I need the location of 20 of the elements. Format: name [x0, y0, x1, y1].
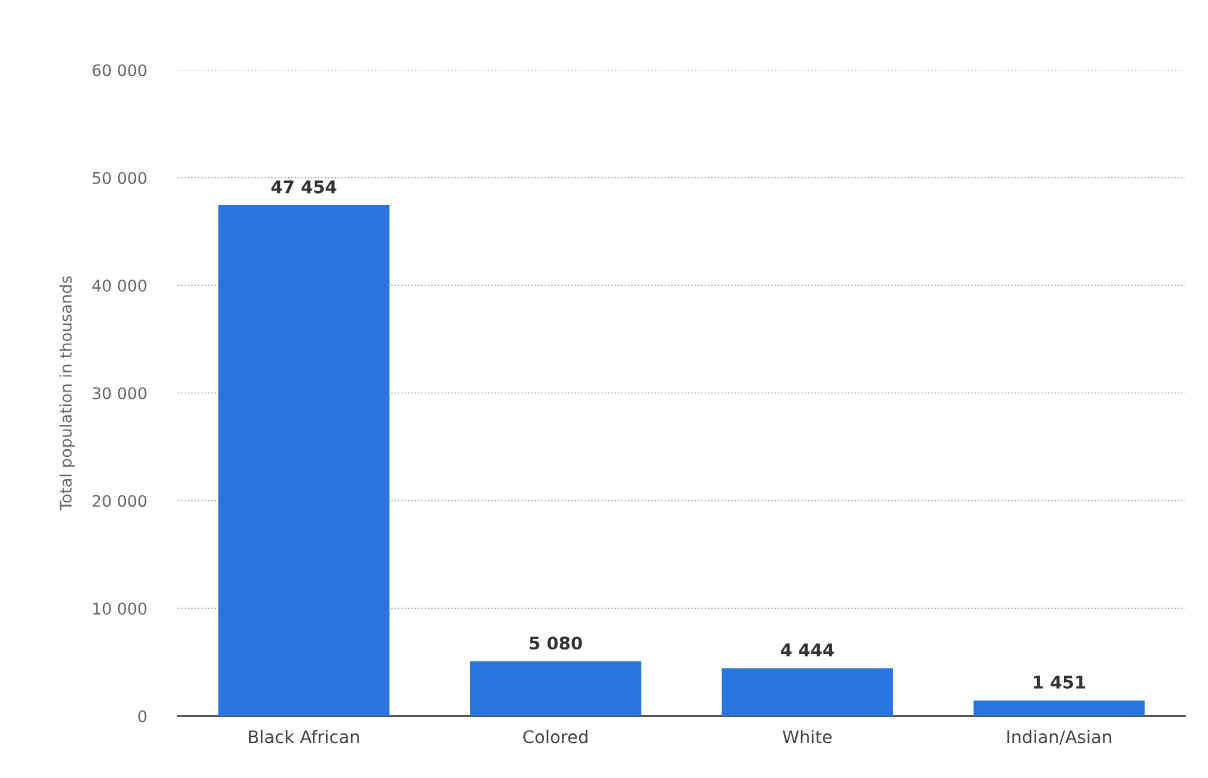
bar — [973, 700, 1145, 716]
y-tick-label: 0 — [138, 710, 147, 723]
y-tick-label: 30 000 — [92, 387, 147, 400]
data-label: 4 444 — [780, 643, 834, 657]
x-tick-label: Colored — [523, 729, 588, 744]
data-label: 5 080 — [529, 636, 582, 650]
x-tick-label: White — [782, 729, 832, 744]
y-tick-label: 20 000 — [92, 494, 147, 507]
bar — [721, 668, 893, 716]
y-tick-label: 60 000 — [92, 64, 147, 77]
x-tick-label: Black African — [249, 729, 359, 744]
y-tick-label: 10 000 — [93, 602, 147, 615]
bar — [218, 205, 390, 716]
x-tick-label: Indian/Asian — [1007, 729, 1112, 745]
data-label: 1 451 — [1033, 675, 1086, 689]
y-axis-title: Total population in thousands — [59, 276, 75, 511]
data-label: 47 454 — [271, 180, 337, 194]
bar — [470, 661, 642, 716]
y-tick-label: 50 000 — [92, 171, 147, 184]
y-tick-label: 40 000 — [92, 279, 147, 292]
